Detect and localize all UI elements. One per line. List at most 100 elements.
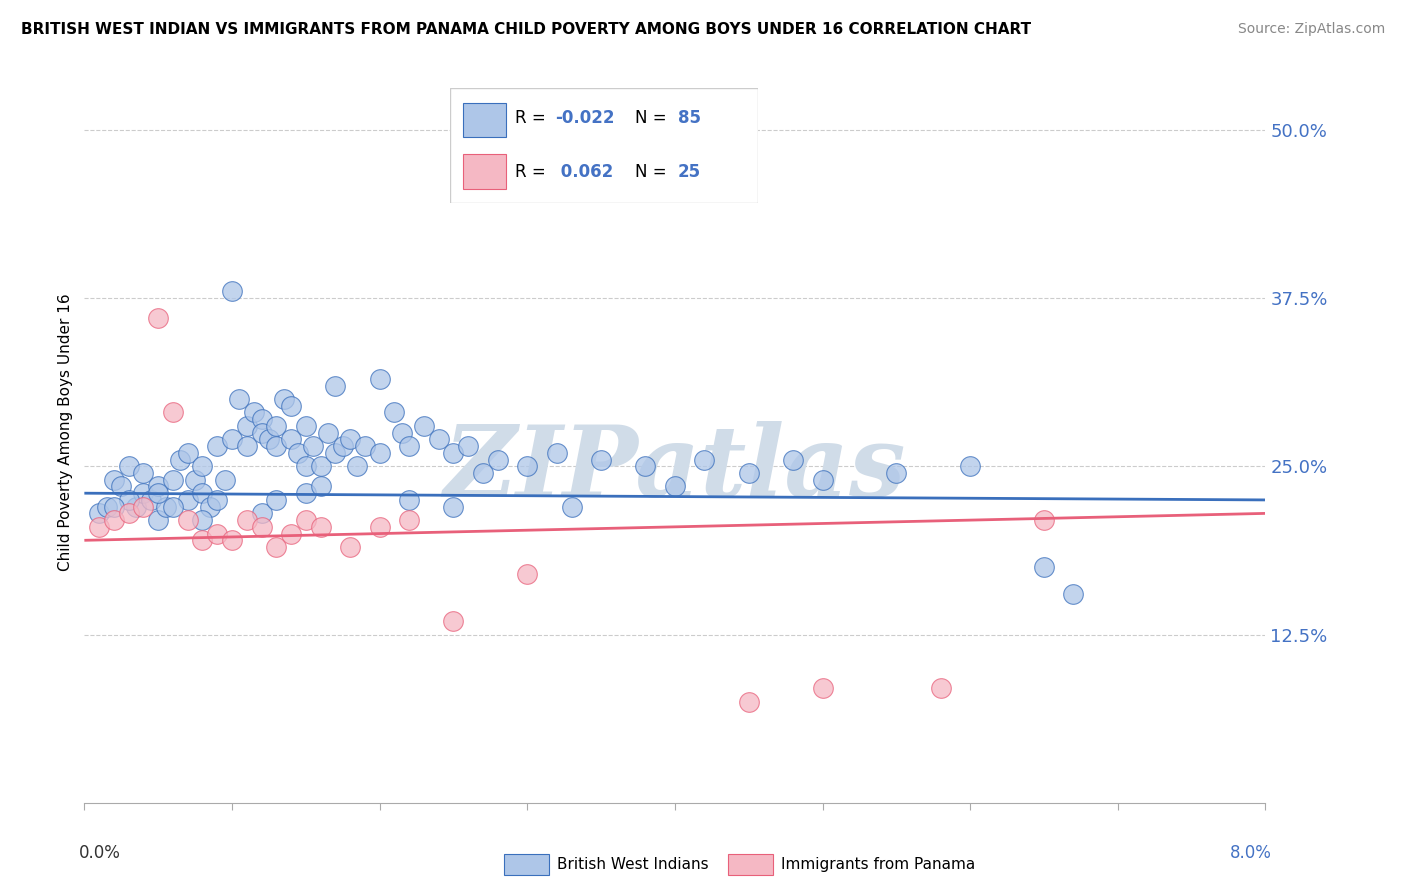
Point bbox=[634, 459, 657, 474]
Point bbox=[332, 439, 354, 453]
Point bbox=[811, 681, 834, 696]
Point bbox=[413, 418, 436, 433]
Point bbox=[87, 520, 111, 534]
Point bbox=[339, 433, 361, 447]
Point bbox=[391, 425, 413, 440]
Point bbox=[132, 486, 155, 500]
Point bbox=[191, 513, 214, 527]
Point bbox=[177, 446, 200, 460]
Text: 0.0%: 0.0% bbox=[79, 844, 121, 862]
Point bbox=[368, 372, 391, 386]
Point bbox=[738, 466, 761, 480]
Point bbox=[368, 446, 391, 460]
Y-axis label: Child Poverty Among Boys Under 16: Child Poverty Among Boys Under 16 bbox=[58, 293, 73, 572]
Point bbox=[257, 433, 280, 447]
Point bbox=[280, 399, 302, 413]
Point bbox=[302, 439, 325, 453]
Point bbox=[221, 533, 243, 548]
Point bbox=[1063, 587, 1085, 601]
Point bbox=[472, 466, 495, 480]
Point bbox=[125, 500, 148, 514]
Text: Source: ZipAtlas.com: Source: ZipAtlas.com bbox=[1237, 22, 1385, 37]
Text: Immigrants from Panama: Immigrants from Panama bbox=[782, 856, 976, 871]
Point bbox=[207, 439, 229, 453]
Point bbox=[184, 473, 207, 487]
Point bbox=[250, 412, 273, 426]
Point bbox=[87, 507, 111, 521]
Point bbox=[354, 439, 377, 453]
Point bbox=[191, 486, 214, 500]
Point bbox=[148, 513, 170, 527]
Text: ZIPatlas: ZIPatlas bbox=[444, 421, 905, 518]
Point bbox=[323, 378, 347, 392]
Point bbox=[443, 446, 465, 460]
Point bbox=[266, 540, 288, 554]
Point bbox=[221, 433, 243, 447]
Point bbox=[250, 425, 273, 440]
Point bbox=[132, 466, 155, 480]
Point bbox=[214, 473, 236, 487]
Point bbox=[266, 439, 288, 453]
Point bbox=[236, 418, 259, 433]
Point bbox=[295, 486, 318, 500]
Point bbox=[811, 473, 834, 487]
Point bbox=[929, 681, 952, 696]
Point bbox=[177, 492, 200, 507]
Point bbox=[309, 520, 332, 534]
Point bbox=[148, 311, 170, 326]
Point bbox=[243, 405, 266, 419]
Point bbox=[266, 492, 288, 507]
Point bbox=[384, 405, 406, 419]
Point bbox=[398, 513, 420, 527]
Point bbox=[516, 459, 538, 474]
Point bbox=[346, 459, 368, 474]
Point bbox=[782, 452, 804, 467]
Point bbox=[207, 526, 229, 541]
Point bbox=[693, 452, 716, 467]
Point bbox=[664, 479, 686, 493]
Point bbox=[177, 513, 200, 527]
Point bbox=[169, 452, 191, 467]
Point bbox=[103, 500, 125, 514]
Point bbox=[191, 533, 214, 548]
Text: 8.0%: 8.0% bbox=[1229, 844, 1271, 862]
Point bbox=[295, 459, 318, 474]
Point bbox=[546, 446, 568, 460]
Point bbox=[118, 459, 141, 474]
Point bbox=[368, 520, 391, 534]
Text: BRITISH WEST INDIAN VS IMMIGRANTS FROM PANAMA CHILD POVERTY AMONG BOYS UNDER 16 : BRITISH WEST INDIAN VS IMMIGRANTS FROM P… bbox=[21, 22, 1031, 37]
Point bbox=[443, 614, 465, 628]
Point bbox=[309, 479, 332, 493]
Point bbox=[398, 492, 420, 507]
Point bbox=[191, 459, 214, 474]
Point bbox=[162, 405, 184, 419]
Point bbox=[250, 507, 273, 521]
Point bbox=[295, 418, 318, 433]
Point bbox=[155, 500, 177, 514]
Point bbox=[427, 433, 450, 447]
Point bbox=[295, 513, 318, 527]
Point bbox=[162, 500, 184, 514]
Point bbox=[398, 439, 420, 453]
Point bbox=[316, 425, 339, 440]
Point bbox=[1033, 560, 1056, 574]
Point bbox=[323, 446, 347, 460]
Text: British West Indians: British West Indians bbox=[557, 856, 709, 871]
Point bbox=[132, 500, 155, 514]
Point bbox=[1033, 513, 1056, 527]
Point bbox=[280, 526, 302, 541]
Point bbox=[103, 473, 125, 487]
Point bbox=[103, 513, 125, 527]
Point bbox=[886, 466, 908, 480]
Point bbox=[250, 520, 273, 534]
Point bbox=[738, 695, 761, 709]
Point bbox=[959, 459, 981, 474]
Point bbox=[221, 285, 243, 299]
Point bbox=[486, 452, 509, 467]
Point bbox=[139, 492, 162, 507]
Point bbox=[118, 507, 141, 521]
Point bbox=[443, 500, 465, 514]
Point bbox=[96, 500, 118, 514]
Point bbox=[339, 540, 361, 554]
Point bbox=[148, 486, 170, 500]
